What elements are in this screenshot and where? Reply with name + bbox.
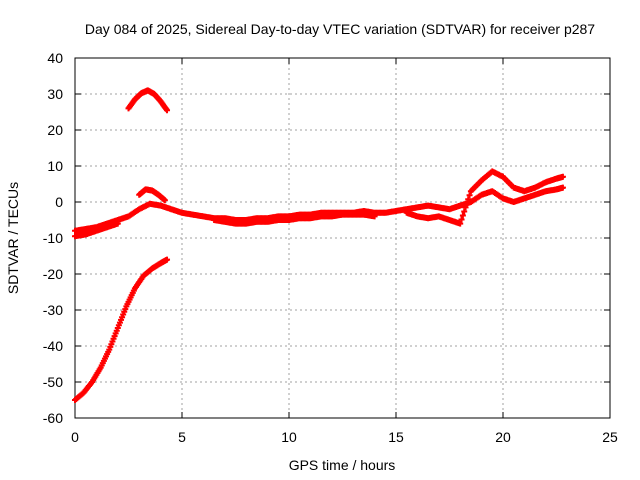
y-tick-label: -20 xyxy=(43,266,63,282)
axis-ticks: 0 5 10 15 20 25 -60 -50 -40 -30 -20 -10 0 10 20 30 40 xyxy=(43,50,618,445)
x-axis-label: GPS time / hours xyxy=(289,457,396,473)
y-tick-label: 40 xyxy=(47,50,63,66)
data-point-interp xyxy=(458,216,465,223)
grid xyxy=(75,58,610,418)
x-tick-label: 10 xyxy=(281,429,297,445)
y-axis-label: SDTVAR / TECUs xyxy=(5,182,21,294)
x-tick-label: 0 xyxy=(71,429,79,445)
data-point xyxy=(371,213,378,220)
data-points xyxy=(72,87,566,403)
y-tick-label: -10 xyxy=(43,230,63,246)
data-point xyxy=(164,107,171,114)
data-point-interp xyxy=(463,200,470,207)
y-tick-label: 30 xyxy=(47,86,63,102)
data-point xyxy=(559,184,566,191)
series xyxy=(72,256,171,403)
x-tick-label: 5 xyxy=(178,429,186,445)
series xyxy=(136,168,566,227)
series xyxy=(72,211,378,240)
data-point xyxy=(114,220,121,227)
data-point-interp xyxy=(466,192,473,199)
y-tick-label: -60 xyxy=(43,410,63,426)
data-point xyxy=(164,256,171,263)
y-tick-label: 10 xyxy=(47,158,63,174)
y-tick-label: 0 xyxy=(55,194,63,210)
data-point-interp xyxy=(465,196,472,203)
data-point-interp xyxy=(459,212,466,219)
y-tick-label: -40 xyxy=(43,338,63,354)
x-tick-label: 15 xyxy=(388,429,404,445)
data-point-interp xyxy=(462,204,469,211)
series xyxy=(72,184,566,234)
x-tick-label: 20 xyxy=(495,429,511,445)
y-tick-label: -30 xyxy=(43,302,63,318)
data-point xyxy=(161,197,168,204)
data-point xyxy=(457,220,464,227)
data-point-interp xyxy=(461,208,468,215)
x-tick-label: 25 xyxy=(602,429,618,445)
series xyxy=(125,87,171,114)
y-tick-label: 20 xyxy=(47,122,63,138)
y-tick-label: -50 xyxy=(43,374,63,390)
chart-title: Day 084 of 2025, Sidereal Day-to-day VTE… xyxy=(85,21,595,37)
data-point xyxy=(559,173,566,180)
